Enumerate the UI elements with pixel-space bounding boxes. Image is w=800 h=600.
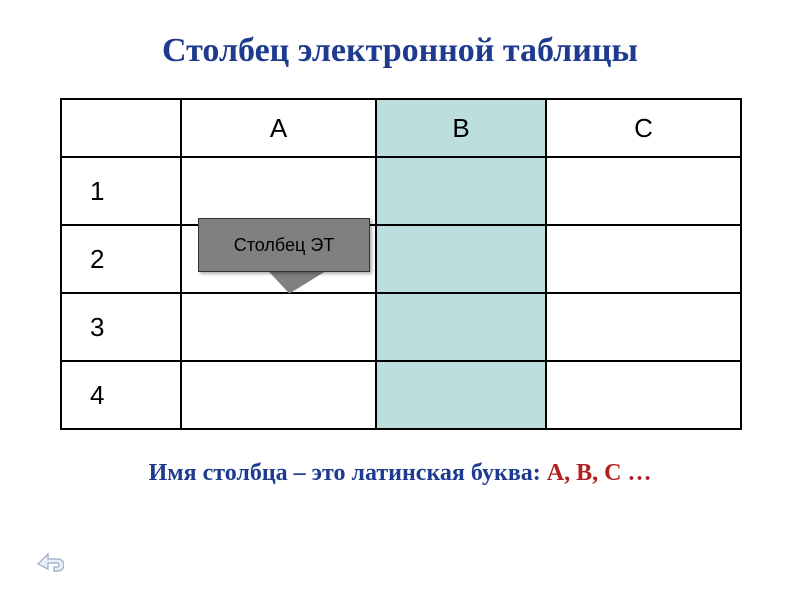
cell-B1 [376, 157, 546, 225]
row-header-2: 2 [61, 225, 181, 293]
cell-A4 [181, 361, 376, 429]
cell-C1 [546, 157, 741, 225]
row-header-3: 3 [61, 293, 181, 361]
callout-text: Столбец ЭТ [234, 235, 335, 256]
caption-letters: A, B, C … [547, 460, 652, 486]
cell-C2 [546, 225, 741, 293]
callout-box: Столбец ЭТ [198, 218, 370, 272]
back-arrow-icon[interactable] [34, 550, 64, 578]
col-header-A: A [181, 99, 376, 157]
cell-B3 [376, 293, 546, 361]
corner-cell [61, 99, 181, 157]
col-header-B: B [376, 99, 546, 157]
row-header-1: 1 [61, 157, 181, 225]
cell-B4 [376, 361, 546, 429]
caption: Имя столбца – это латинская буква: A, B,… [0, 460, 800, 487]
spreadsheet-table: A B C 1 2 3 4 [60, 98, 742, 430]
cell-B2 [376, 225, 546, 293]
caption-prefix: Имя столбца – это латинская буква: [149, 460, 547, 486]
cell-C3 [546, 293, 741, 361]
cell-A3 [181, 293, 376, 361]
cell-C4 [546, 361, 741, 429]
cell-A1 [181, 157, 376, 225]
spreadsheet-table-wrap: A B C 1 2 3 4 Столбец [60, 98, 740, 430]
row-header-4: 4 [61, 361, 181, 429]
page-title: Столбец электронной таблицы [0, 0, 800, 98]
col-header-C: C [546, 99, 741, 157]
